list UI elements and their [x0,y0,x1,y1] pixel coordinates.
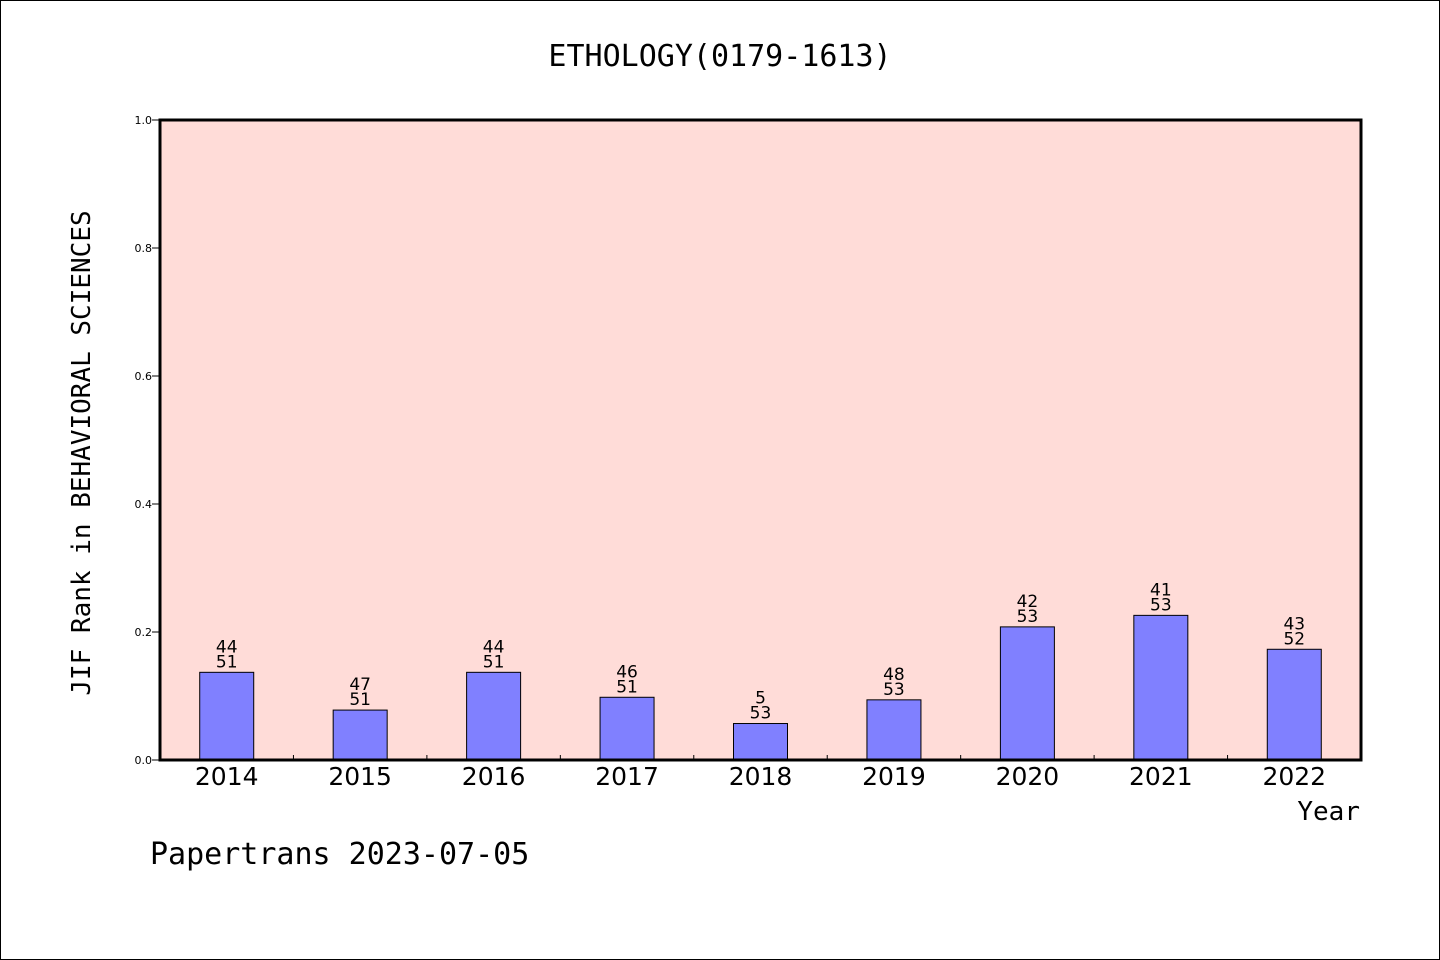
x-tick-label: 2021 [1129,762,1193,791]
bar-2017 [599,696,655,761]
bar-label-top: 5 [755,689,766,709]
x-tick-label: 2022 [1262,762,1326,791]
y-tick-label: 0.8 [135,242,153,255]
bar-label-top: 48 [883,665,905,685]
x-tick-label: 2014 [195,762,259,791]
bar-label-top: 42 [1017,592,1039,612]
bar-2018 [733,723,788,761]
bars [199,614,1322,761]
bar-label-bottom: 51 [483,652,505,672]
y-tick-label: 0.2 [135,626,153,639]
x-tick-label: 2017 [595,762,659,791]
x-axis-label: Year [1297,797,1360,827]
x-tick-label: 2018 [729,762,793,791]
y-tick-label: 0.0 [135,754,153,767]
y-axis-ticks: 0.0 0.2 0.4 0.6 0.8 1.0 [135,114,160,767]
x-tick-label: 2015 [328,762,392,791]
bar-2014 [199,671,255,761]
x-tick-label: 2020 [996,762,1060,791]
y-tick-label: 0.6 [135,370,153,383]
bar-label-bottom: 51 [216,652,238,672]
y-tick-label: 0.4 [135,498,153,511]
x-axis-ticks: 2014 2015 2016 2017 2018 2019 2020 2021 2022 [195,755,1326,791]
bar-label-top: 43 [1283,614,1305,634]
y-tick-label: 1.0 [135,114,153,127]
bar-2022 [1266,648,1322,761]
bar-label-bottom: 53 [750,704,772,724]
bar-2016 [466,671,522,761]
x-tick-label: 2019 [862,762,926,791]
bar-label-bottom: 53 [883,680,905,700]
bar-2019 [866,699,922,761]
bar-label-bottom: 51 [616,677,638,697]
bar-label-top: 44 [483,637,505,657]
x-tick-label: 2016 [462,762,526,791]
bar-label-top: 47 [349,675,371,695]
bar-label-top: 46 [616,662,638,682]
bar-2015 [332,709,388,761]
bar-label-bottom: 53 [1150,595,1172,615]
bar-2020 [999,626,1055,761]
bar-2021 [1133,614,1189,761]
chart-title: ETHOLOGY(0179-1613) [548,39,891,74]
plot-border [158,118,1363,762]
bar-label-top: 41 [1150,580,1172,600]
bar-label-bottom: 53 [1017,607,1039,627]
y-axis-label: JIF Rank in BEHAVIORAL SCIENCES [67,210,97,695]
bar-label-bottom: 52 [1283,629,1305,649]
watermark-text: Papertrans 2023-07-05 [150,837,529,872]
bar-label-bottom: 51 [349,690,371,710]
bar-label-top: 44 [216,637,238,657]
